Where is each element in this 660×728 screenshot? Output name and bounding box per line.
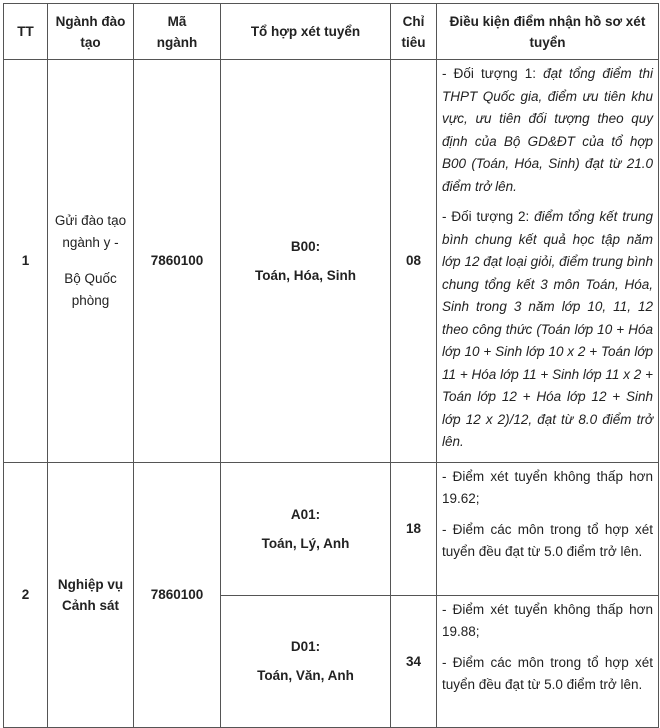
cell-to-hop: B00: Toán, Hóa, Sinh [220,59,391,463]
admission-table: TT Ngành đào tạo Mã ngành Tổ hợp xét tuy… [3,3,659,728]
cell-ma-nganh: 7860100 [133,461,221,728]
condition-text: điểm tổng kết trung bình chung kết quả h… [442,209,653,449]
nganh-line1: Nghiệp vụ [57,576,124,592]
cell-to-hop: A01: Toán, Lý, Anh [220,461,391,596]
header-chi-tieu: Chỉ tiêu [390,3,437,60]
cell-dieu-kien: - Điểm xét tuyển không thấp hơn 19.62; -… [436,461,659,596]
condition-lead: - Đối tượng 2: [442,209,530,224]
to-hop-code: B00: [290,238,321,254]
cell-tt: 2 [3,461,48,728]
to-hop-subjects: Toán, Hóa, Sinh [255,267,356,283]
cell-chi-tieu: 34 [390,594,437,728]
table-row: 2 Nghiệp vụ Cảnh sát 7860100 A01: Toán, … [3,461,659,728]
cell-ma-nganh: 7860100 [133,59,221,463]
cell-dieu-kien: - Điểm xét tuyển không thấp hơn 19.88; -… [436,594,659,728]
cell-tt: 1 [3,59,48,463]
header-ma-nganh: Mã ngành [133,3,221,60]
to-hop-subjects: Toán, Văn, Anh [257,668,354,683]
cell-nganh: Nghiệp vụ Cảnh sát [47,461,134,728]
nganh-line1: Gửi đào tạo ngành y - [54,212,127,250]
header-dieu-kien: Điều kiện điểm nhận hồ sơ xét tuyển [436,3,659,60]
header-to-hop: Tổ hợp xét tuyển [220,3,391,60]
cell-to-hop: D01: Toán, Văn, Anh [220,594,391,728]
to-hop-code: A01: [290,506,321,522]
table-row: D01: Toán, Văn, Anh 34 - Điểm xét tuyển … [4,594,659,728]
condition: - Điểm xét tuyển không thấp hơn 19.88; [442,601,653,640]
to-hop-subjects: Toán, Lý, Anh [261,535,350,551]
cell-nganh: Gửi đào tạo ngành y - Bộ Quốc phòng [47,59,134,463]
to-hop-code: D01: [290,639,321,654]
condition: - Đối tượng 1: đạt tổng điểm thi THPT Qu… [442,63,653,198]
nganh-line2: Cảnh sát [61,597,119,613]
cell-dieu-kien: - Đối tượng 1: đạt tổng điểm thi THPT Qu… [436,59,659,463]
condition: - Điểm các môn trong tổ hợp xét tuyển đề… [442,521,653,560]
header-row: TT Ngành đào tạo Mã ngành Tổ hợp xét tuy… [3,3,659,60]
condition-lead: - Đối tượng 1: [442,66,536,81]
cell-chi-tieu: 18 [390,461,437,596]
condition: - Đối tượng 2: điểm tổng kết trung bình … [442,206,653,454]
table-row: 1 Gửi đào tạo ngành y - Bộ Quốc phòng 78… [3,59,659,463]
condition: - Điểm các môn trong tổ hợp xét tuyển đề… [442,654,653,693]
condition-text: đạt tổng điểm thi THPT Quốc gia, điểm ưu… [442,66,653,194]
condition: - Điểm xét tuyển không thấp hơn 19.62; [442,468,653,507]
nganh-line2: Bộ Quốc phòng [64,270,117,308]
header-nganh: Ngành đào tạo [47,3,134,60]
header-tt: TT [3,3,48,60]
cell-chi-tieu: 08 [390,59,437,463]
